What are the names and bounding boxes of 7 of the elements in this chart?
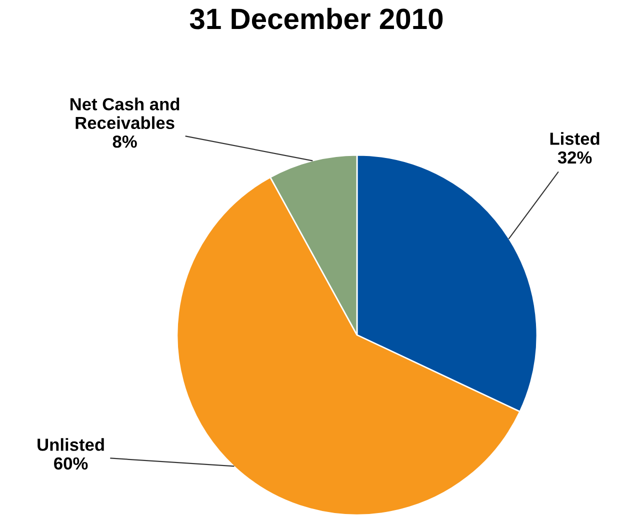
data-label: 60% bbox=[54, 457, 88, 470]
chart-title: 31 December 2010 bbox=[190, 8, 443, 30]
slice-label: Net Cash and Receivables bbox=[70, 98, 180, 130]
data-label: 8% bbox=[112, 135, 137, 148]
slice-label: Unlisted bbox=[38, 438, 104, 451]
data-label: 32% bbox=[558, 151, 592, 164]
slice-label: Listed bbox=[550, 132, 600, 145]
